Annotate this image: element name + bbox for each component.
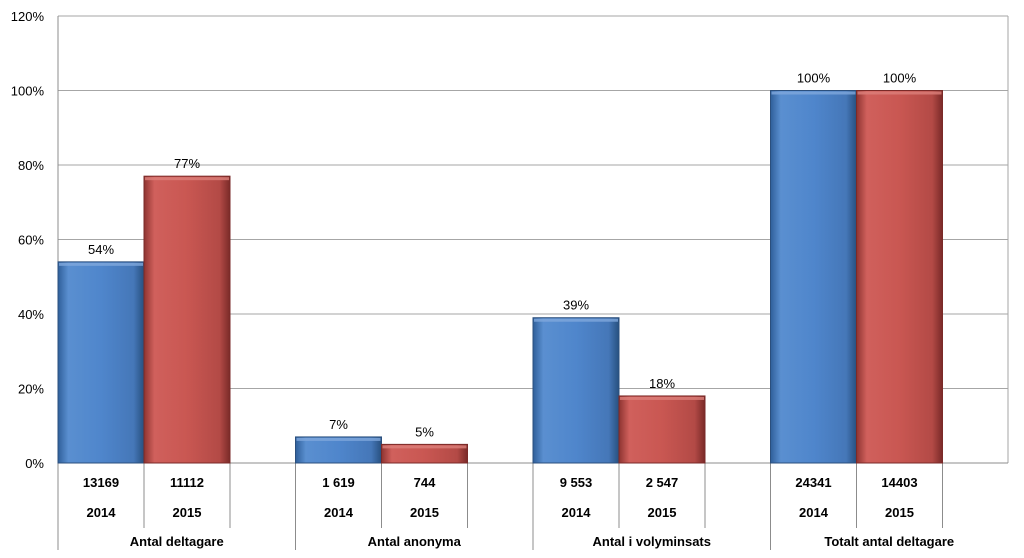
year-label: 2015 [885,505,914,520]
data-label: 18% [649,376,675,391]
bar-bevel [145,177,229,181]
data-label: 39% [563,298,589,313]
bar-2014-1 [57,261,145,464]
data-label: 54% [88,242,114,257]
count-label: 9 553 [560,475,593,490]
bar-bevel [534,318,618,322]
data-label: 100% [797,71,831,86]
labels: 0% 20% 40% 60% 80% 100% 120% 54% 13169 2014 77% 111… [11,9,954,549]
data-label: 5% [415,424,434,439]
y-tick-label: 80% [18,158,44,173]
y-tick-label: 0% [25,456,44,471]
year-label: 2014 [324,505,354,520]
bars [57,90,943,464]
bar-2015-2 [381,443,468,464]
y-tick-label: 40% [18,307,44,322]
bar-2015-1 [143,175,231,464]
category-label: Totalt antal deltagare [824,534,954,549]
bar-bevel [296,437,381,441]
y-tick-label: 120% [11,9,45,24]
bar-bevel [59,262,143,266]
bar-bevel [382,445,467,449]
bar-2014-4 [770,90,857,464]
data-label: 77% [174,156,200,171]
year-label: 2014 [87,505,117,520]
year-label: 2014 [562,505,592,520]
data-label: 100% [883,71,917,86]
y-tick-label: 100% [11,84,45,99]
year-label: 2014 [799,505,829,520]
y-tick-label: 60% [18,233,44,248]
year-label: 2015 [648,505,677,520]
y-tick-label: 20% [18,382,44,397]
count-label: 744 [414,475,436,490]
category-label: Antal deltagare [130,534,224,549]
count-label: 2 547 [646,475,679,490]
count-label: 24341 [795,475,831,490]
category-label: Antal anonyma [368,534,462,549]
bar-2014-3 [532,317,620,464]
bar-2015-4 [856,90,943,464]
count-label: 14403 [881,475,917,490]
bar-2015-3 [618,395,706,464]
bar-bevel [857,91,942,95]
year-label: 2015 [173,505,202,520]
data-label: 7% [329,417,348,432]
category-label: Antal i volyminsats [593,534,711,549]
bar-bevel [771,91,856,95]
count-label: 13169 [83,475,119,490]
bar-bevel [620,396,704,400]
count-label: 11112 [170,475,204,490]
count-label: 1 619 [322,475,355,490]
year-label: 2015 [410,505,439,520]
